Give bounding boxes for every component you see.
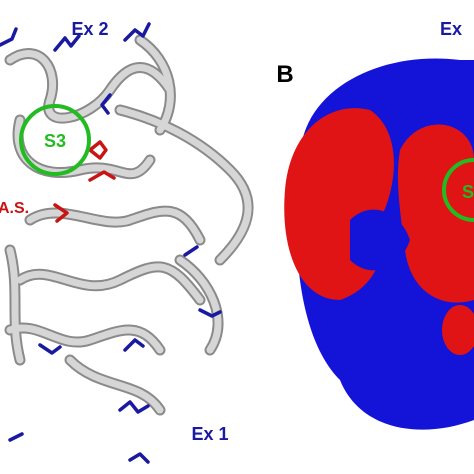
- s3-label: S3: [44, 131, 66, 151]
- ex2-label: Ex 2: [71, 19, 108, 39]
- active-site-label: A.S.: [0, 200, 29, 217]
- site-circle-b: [442, 158, 474, 222]
- ribbon-structure: [0, 22, 254, 464]
- surface: [284, 58, 474, 430]
- ex-label-b: Ex: [440, 19, 462, 39]
- ex1-label: Ex 1: [191, 424, 228, 444]
- panel-letter: B: [276, 61, 293, 88]
- site-circle: [19, 104, 91, 176]
- site-label-b: S: [462, 182, 474, 202]
